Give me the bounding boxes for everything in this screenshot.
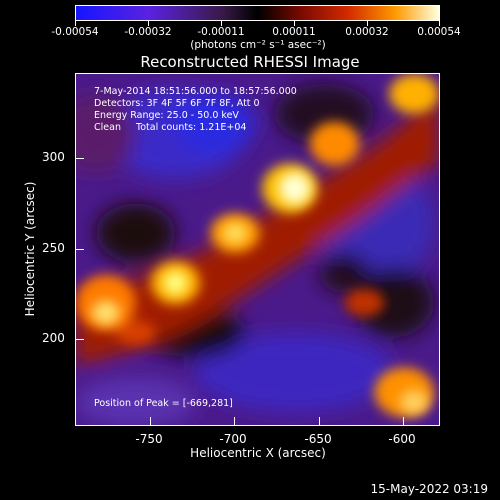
plot-title: Reconstructed RHESSI Image — [140, 53, 360, 71]
x-tick-label: -600 — [388, 432, 416, 446]
colorbar-label: 0.00032 — [345, 26, 389, 38]
x-tick — [403, 417, 404, 425]
colorbar-label: 0.00011 — [272, 26, 316, 38]
y-tick-label: 200 — [42, 331, 65, 345]
colorbar-units: (photons cm⁻² s⁻¹ asec⁻²) — [190, 39, 326, 51]
colorbar — [75, 5, 440, 21]
y-tick-label: 250 — [42, 241, 65, 255]
x-tick — [150, 417, 151, 425]
detectors: Detectors: 3F 4F 5F 6F 7F 8F, Att 0 — [94, 98, 260, 109]
time-range: 7-May-2014 18:51:56.000 to 18:57:56.000 — [94, 86, 297, 97]
colorbar-tick — [75, 21, 76, 26]
x-tick — [234, 417, 235, 425]
x-tick — [319, 417, 320, 425]
colorbar-label: -0.00054 — [51, 26, 99, 38]
y-tick — [76, 158, 84, 159]
colorbar-label: -0.00032 — [124, 26, 172, 38]
energy-range: Energy Range: 25.0 - 50.0 keV — [94, 110, 239, 121]
clean-counts: Clean Total counts: 1.21E+04 — [94, 122, 247, 133]
x-tick-label: -700 — [219, 432, 247, 446]
colorbar-tick — [294, 21, 295, 26]
x-tick-label: -650 — [304, 432, 332, 446]
hxr-image — [76, 74, 439, 425]
timestamp: 15-May-2022 03:19 — [370, 482, 488, 496]
y-tick-label: 300 — [42, 150, 65, 164]
y-axis-label: Heliocentric Y (arcsec) — [23, 181, 37, 317]
colorbar-tick — [221, 21, 222, 26]
x-tick-label: -750 — [135, 432, 163, 446]
colorbar-label: 0.00054 — [417, 26, 461, 38]
colorbar-tick — [367, 21, 368, 26]
x-axis-label: Heliocentric X (arcsec) — [190, 446, 326, 460]
y-tick — [76, 339, 84, 340]
colorbar-tick — [439, 21, 440, 26]
image-plot: 7-May-2014 18:51:56.000 to 18:57:56.000 … — [75, 73, 440, 426]
y-tick — [76, 249, 84, 250]
colorbar-tick — [148, 21, 149, 26]
peak-position: Position of Peak = [-669,281] — [94, 398, 233, 409]
colorbar-label: -0.00011 — [197, 26, 245, 38]
